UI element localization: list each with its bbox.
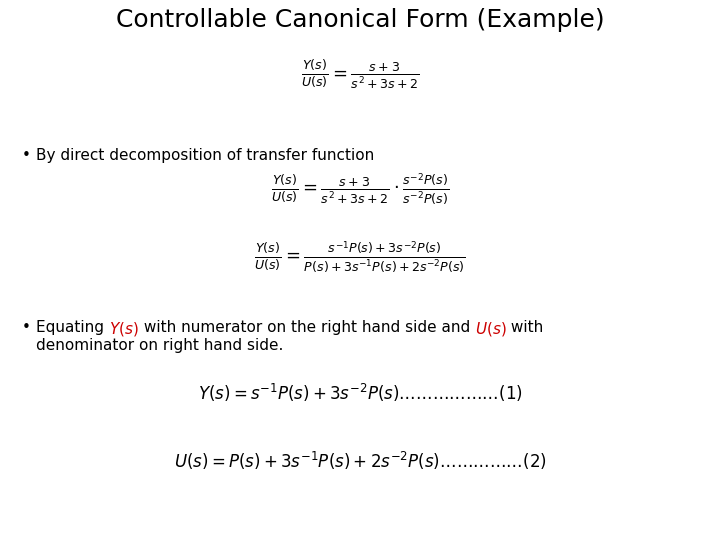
Text: •: • [22,320,31,335]
Text: $\frac{Y(s)}{U(s)} = \frac{s+3}{s^2+3s+2}\cdot\frac{s^{-2}P(s)}{s^{-2}P(s)}$: $\frac{Y(s)}{U(s)} = \frac{s+3}{s^2+3s+2… [271,172,449,207]
Text: $\frac{Y(s)}{U(s)} = \frac{s^{-1}P(s)+3s^{-2}P(s)}{P(s)+3s^{-1}P(s)+2s^{-2}P(s)}: $\frac{Y(s)}{U(s)} = \frac{s^{-1}P(s)+3s… [254,240,466,275]
Text: $U(s)$: $U(s)$ [474,320,506,338]
Text: Controllable Canonical Form (Example): Controllable Canonical Form (Example) [116,8,604,32]
Text: Equating: Equating [36,320,109,335]
Text: By direct decomposition of transfer function: By direct decomposition of transfer func… [36,148,374,163]
Text: $U(s) = P(s)+3s^{-1}P(s)+2s^{-2}P(s)\ldots\ldots\ldots\ldots\ldots(2)$: $U(s) = P(s)+3s^{-1}P(s)+2s^{-2}P(s)\ldo… [174,450,546,472]
Text: with: with [506,320,544,335]
Text: •: • [22,148,31,163]
Text: $Y(s) = s^{-1}P(s)+3s^{-2}P(s)\ldots\ldots\ldots\ldots\ldots\ldots(1)$: $Y(s) = s^{-1}P(s)+3s^{-2}P(s)\ldots\ldo… [198,382,522,404]
Text: with numerator on the right hand side and: with numerator on the right hand side an… [139,320,474,335]
Text: $\frac{Y(s)}{U(s)} = \frac{s+3}{s^2+3s+2}$: $\frac{Y(s)}{U(s)} = \frac{s+3}{s^2+3s+2… [301,58,419,91]
Text: $Y(s)$: $Y(s)$ [109,320,139,338]
Text: denominator on right hand side.: denominator on right hand side. [36,338,284,353]
